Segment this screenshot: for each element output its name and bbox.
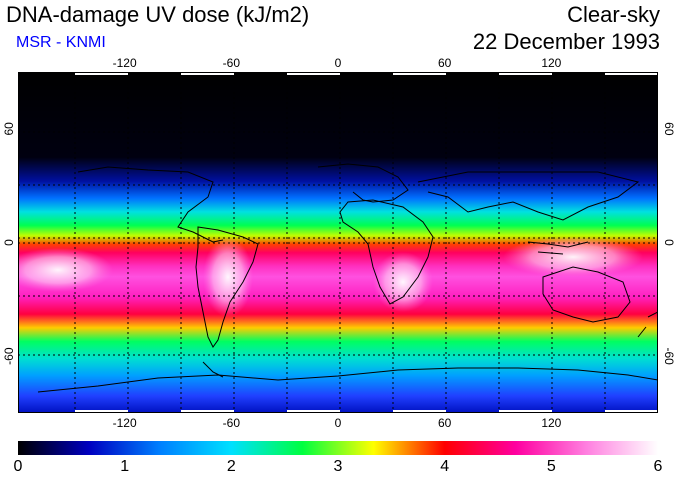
date-label: 22 December 1993 <box>472 29 660 54</box>
lon-label-bottom: 60 <box>438 416 452 430</box>
lat-label-right: -60 <box>662 347 676 365</box>
lat-label-left: 60 <box>2 122 16 136</box>
lon-label-bottom: -60 <box>223 416 241 430</box>
lon-label-top: -120 <box>113 56 137 70</box>
colorbar-tick-label: 1 <box>120 458 130 475</box>
uv-dose-map <box>18 72 658 413</box>
frame-ticks <box>75 72 658 413</box>
coast-south-america <box>195 226 259 348</box>
high-dose-area <box>203 237 253 317</box>
graticule <box>18 72 658 413</box>
colorbar-tick-label: 3 <box>333 458 343 475</box>
coast-asia <box>417 171 640 221</box>
lon-label-bottom: 120 <box>541 416 561 430</box>
colorbar-tick-label: 0 <box>13 458 23 475</box>
coast-antarctica <box>37 367 658 393</box>
coast-africa <box>339 199 434 305</box>
colorbar-fill <box>18 441 658 455</box>
lat-label-left: 0 <box>2 239 16 246</box>
lon-label-top: 0 <box>335 56 342 70</box>
axis-labels: -120 -120 -60 -60 0 0 60 60 120 120 60 60 0 0 -60 -60 <box>2 56 676 430</box>
sky-condition-label: Clear-sky <box>567 2 660 27</box>
colorbar-tick-label: 2 <box>226 458 236 475</box>
colorbar-tick-label: 4 <box>440 458 450 475</box>
lat-label-left: -60 <box>2 347 16 365</box>
map-title: DNA-damage UV dose (kJ/m2) <box>6 2 310 27</box>
lon-label-top: 60 <box>438 56 452 70</box>
colorbar-tick-label: 5 <box>546 458 556 475</box>
coastlines <box>37 163 658 393</box>
coast-new-zealand <box>637 311 658 338</box>
colorbar-tick-label: 6 <box>653 458 663 475</box>
coast-antarctic-peninsula <box>202 361 224 378</box>
map-frame <box>18 72 658 413</box>
lat-label-right: 0 <box>662 239 676 246</box>
lon-label-bottom: 0 <box>335 416 342 430</box>
lon-label-top: -60 <box>223 56 241 70</box>
lon-label-bottom: -120 <box>113 416 137 430</box>
lon-label-top: 120 <box>541 56 561 70</box>
high-dose-area <box>373 252 433 312</box>
lat-label-right: 60 <box>662 122 676 136</box>
high-dose-area <box>503 237 643 277</box>
colorbar <box>18 441 658 455</box>
source-label: MSR - KNMI <box>16 34 106 51</box>
coast-australia <box>542 266 631 323</box>
high-dose-area <box>18 248 113 292</box>
